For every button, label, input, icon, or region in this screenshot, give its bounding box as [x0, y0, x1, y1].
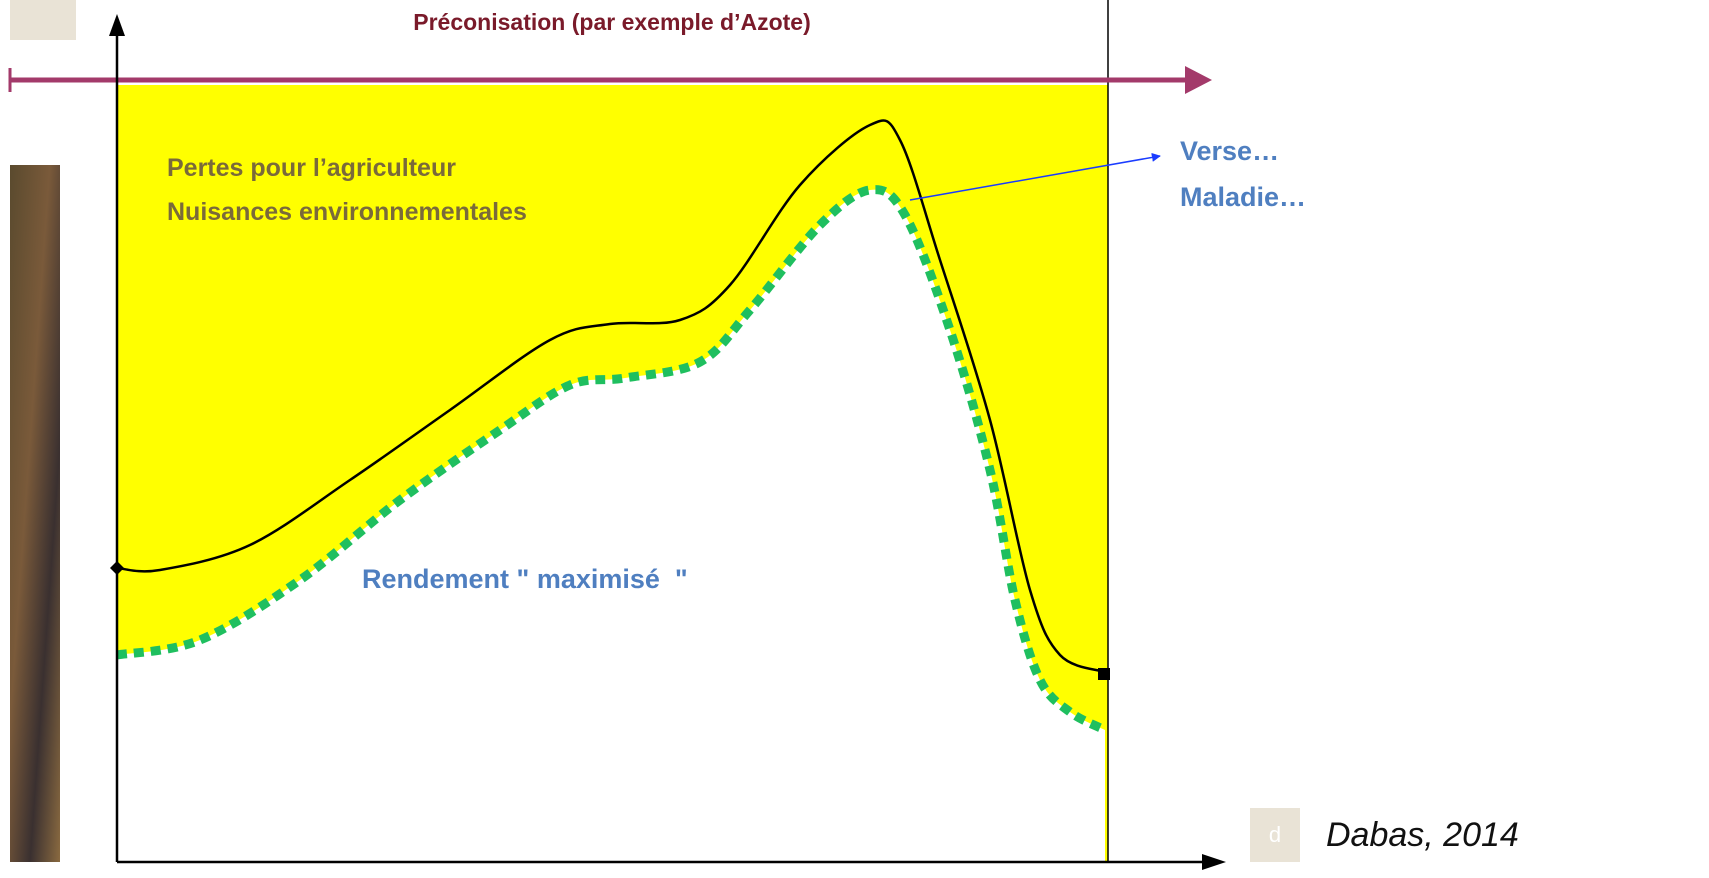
top-arrow-head: [1185, 66, 1212, 94]
photo-strip: [10, 165, 60, 862]
x-axis-head: [1202, 854, 1226, 870]
optimal-curve: [116, 185, 1108, 735]
title: Préconisation (par exemple d’Azote): [413, 9, 810, 35]
corner-box: [10, 0, 76, 40]
yield-zone: [117, 189, 1105, 863]
loss-label: Nuisances environnementales: [167, 198, 527, 226]
risk-arrow: [909, 152, 1161, 201]
recommendation-curve: [116, 119, 1106, 674]
risk-label: Verse…: [1180, 136, 1279, 166]
badge: d: [1269, 822, 1281, 847]
yield-label: Rendement " maximisé ": [362, 564, 688, 594]
end-point: [1098, 668, 1110, 680]
source: Dabas, 2014: [1326, 816, 1519, 854]
y-axis-head: [109, 14, 125, 36]
loss-label: Pertes pour l’agriculteur: [167, 154, 456, 182]
risk-label: Maladie…: [1180, 182, 1306, 212]
badge-box: [1250, 808, 1300, 862]
start-point: [110, 561, 124, 575]
